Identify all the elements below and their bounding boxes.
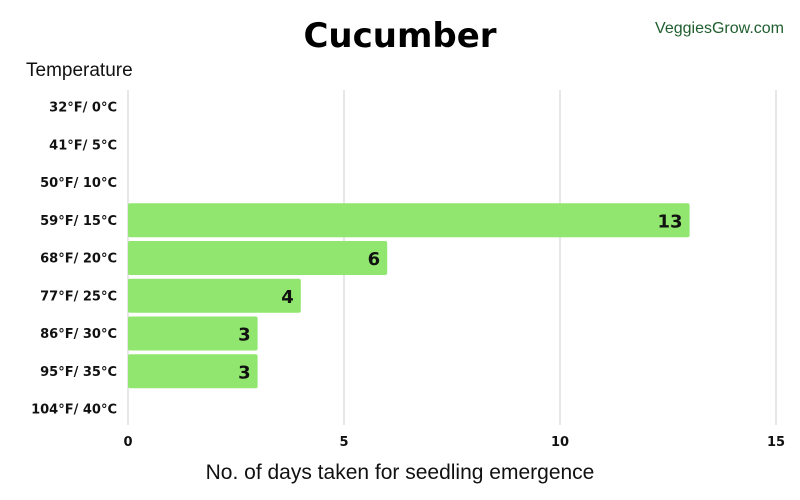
- bar: [128, 316, 258, 351]
- brand-watermark: VeggiesGrow.com: [655, 20, 784, 37]
- data-label: 6: [368, 249, 381, 270]
- bars: 13 6 4 3 3: [128, 203, 690, 389]
- category-labels: 32°F/ 0°C 41°F/ 5°C 50°F/ 10°C 59°F/ 15°C 68…: [31, 101, 117, 418]
- y-axis-label: Temperature: [26, 60, 133, 81]
- category-label: 50°F/ 10°C: [40, 176, 117, 191]
- x-tick-label: 15: [767, 435, 785, 450]
- category-label: 41°F/ 5°C: [49, 138, 117, 153]
- data-label: 3: [238, 325, 251, 346]
- category-label: 68°F/ 20°C: [40, 252, 117, 267]
- chart-title: Cucumber: [303, 16, 497, 56]
- bar: [128, 278, 301, 313]
- data-label: 13: [658, 211, 683, 232]
- category-label: 32°F/ 0°C: [49, 101, 117, 116]
- category-label: 77°F/ 25°C: [40, 289, 117, 304]
- category-label: 104°F/ 40°C: [31, 403, 117, 418]
- x-tick-labels: 0 5 10 15: [123, 435, 785, 450]
- bar: [128, 354, 258, 389]
- bar: [128, 241, 388, 275]
- data-label: 3: [238, 362, 251, 383]
- x-axis-label: No. of days taken for seedling emergence: [205, 461, 595, 484]
- x-tick-label: 10: [551, 435, 569, 450]
- category-label: 95°F/ 35°C: [40, 365, 117, 380]
- category-label: 59°F/ 15°C: [40, 214, 117, 229]
- data-label: 4: [281, 287, 294, 308]
- x-tick-label: 5: [339, 435, 348, 450]
- bar: [128, 203, 690, 238]
- category-label: 86°F/ 30°C: [40, 327, 117, 342]
- x-tick-label: 0: [123, 435, 132, 450]
